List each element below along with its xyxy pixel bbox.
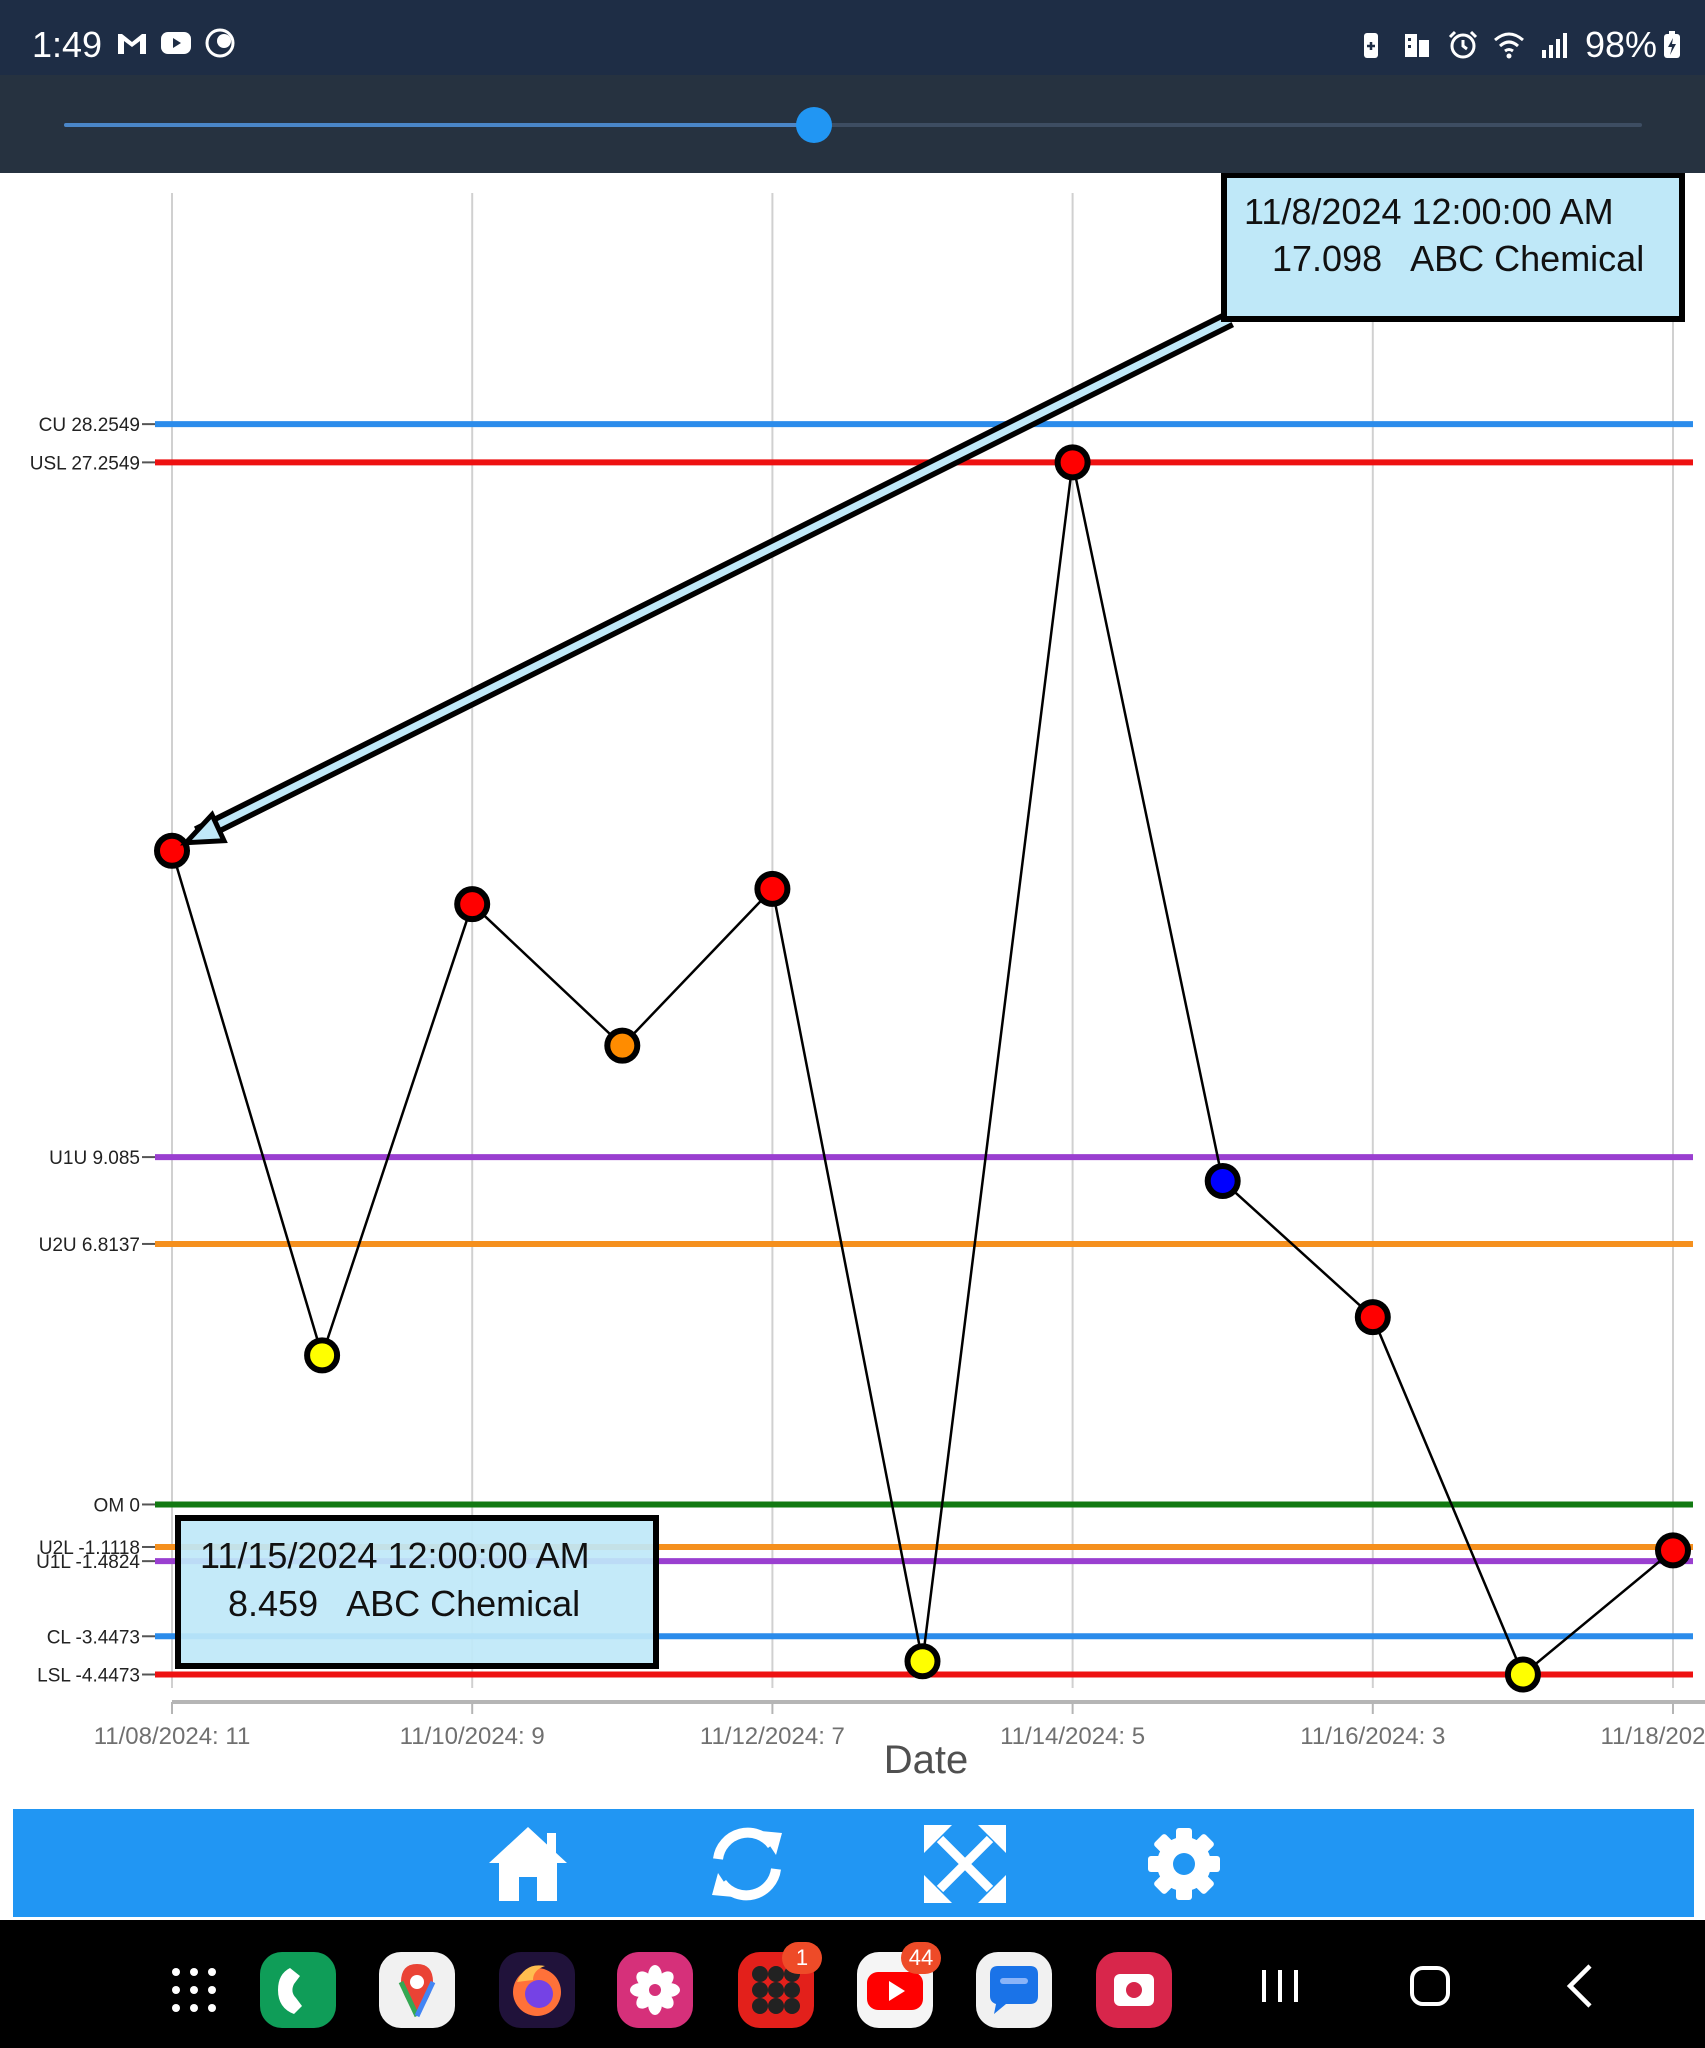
firefox-app-icon [513,1965,561,2016]
messages-app-button[interactable] [976,1952,1052,2028]
data-point[interactable] [904,1643,941,1680]
flower-app-button[interactable] [617,1952,693,2028]
tooltip-date: 11/8/2024 12:00:00 AM [1244,191,1614,232]
tooltip-arrow-head [179,810,228,846]
status-bar: 1:49 98% [0,0,1705,75]
crunchyroll-icon [205,28,235,58]
folder-app-icon [752,1966,800,2014]
home-nav-button[interactable] [1400,1956,1460,2016]
alarm-icon [1448,30,1477,59]
back-button[interactable] [1552,1956,1612,2016]
data-point[interactable] [1054,444,1091,481]
work-profile-icon [1404,34,1429,57]
battery-charging-icon [1664,31,1680,58]
data-point[interactable] [1504,1656,1541,1693]
refresh-button[interactable] [704,1823,790,1905]
slider-bar [0,75,1705,173]
settings-icon [1148,1828,1220,1900]
fullscreen-button[interactable] [922,1823,1008,1905]
gmail-icon [118,34,146,54]
control-line-label: LSL -4.4473 [37,1666,140,1687]
data-point[interactable] [604,1027,641,1064]
firefox-app-button[interactable] [499,1952,575,2028]
folder-app-button[interactable]: 1 [738,1942,822,2028]
control-line-label: CU 28.2549 [39,415,140,436]
folder-badge: 1 [782,1942,822,1974]
data-point[interactable] [154,832,190,869]
control-line-label: U1U 9.085 [49,1148,140,1169]
back-icon [1566,1964,1592,2008]
nav-bar: 1 44 [0,1920,1705,2048]
recents-button[interactable] [1250,1956,1310,2016]
screen-recorder-app-icon [1114,1974,1154,2006]
data-point[interactable] [754,870,791,907]
screen-recorder-app-button[interactable] [1096,1952,1172,2028]
x-axis-title: Date [884,1738,969,1782]
expand-icon [924,1825,1006,1903]
control-line-label: OM 0 [94,1495,140,1516]
x-tick-label: 11/08/2024: 11 [94,1723,251,1750]
battery-percent: 98% [1584,24,1657,65]
bottom-toolbar [13,1809,1694,1917]
x-tick-label: 11/14/2024: 5 [1000,1723,1145,1750]
chart-area: 11/08/2024: 11 11/10/2024: 9 11/12/2024: 7… [0,173,1705,1795]
data-point[interactable] [454,886,491,923]
control-line-label: CL -3.4473 [47,1627,140,1648]
data-point[interactable] [304,1337,341,1374]
youtube-app-button[interactable]: 44 [857,1942,941,2028]
x-tick-label: 11/10/2024: 9 [400,1723,545,1750]
control-line-label: U2U 6.8137 [39,1235,140,1256]
flower-app-icon [630,1965,680,2015]
home-button[interactable] [485,1823,571,1905]
data-point[interactable] [1204,1163,1241,1200]
control-chart[interactable]: 11/08/2024: 11 11/10/2024: 9 11/12/2024: 7… [0,173,1705,1795]
series-line [170,462,1674,1677]
maps-app-icon [398,1964,436,2018]
youtube-badge: 44 [901,1942,941,1974]
slider-thumb[interactable] [795,107,832,143]
cellular-signal-icon [1541,33,1567,58]
home-nav-icon [1410,1966,1450,2006]
data-point[interactable] [1655,1532,1691,1569]
tooltip-date: 11/15/2024 12:00:00 AM [200,1535,590,1576]
settings-button[interactable] [1141,1823,1227,1905]
home-icon [489,1827,567,1901]
status-time: 1:49 [32,24,103,65]
data-point[interactable] [1354,1299,1391,1336]
tooltip-value: 8.459 ABC Chemical [228,1583,580,1624]
app-drawer-icon [172,1968,216,2012]
wifi-icon [1493,32,1524,59]
refresh-icon [712,1827,782,1901]
x-tick-label: 11/18/2024: 1 [1600,1723,1705,1750]
x-tick-label: 11/16/2024: 3 [1300,1723,1445,1750]
phone-app-icon [278,1968,302,2014]
battery-saver-icon [1363,33,1378,58]
recents-icon [1262,1970,1298,2002]
control-line-label: U1L -1.4824 [36,1552,140,1573]
tooltip-arrow-fill [196,315,1232,838]
youtube-app-icon [867,1972,923,2010]
app-drawer-button[interactable] [156,1952,232,2028]
tooltip-box [175,1515,659,1669]
youtube-icon [161,32,191,54]
date-range-slider[interactable] [64,107,1642,143]
control-line-label: USL 27.2549 [30,453,140,474]
control-line-label: U2L -1.1118 [39,1538,140,1559]
x-tick-label: 11/12/2024: 7 [700,1723,845,1750]
phone-app-button[interactable] [260,1952,336,2028]
tooltip-box [1221,173,1685,322]
slider-fill [64,123,814,127]
messages-app-icon [990,1966,1038,2014]
tooltip-value: 17.098 ABC Chemical [1272,238,1644,279]
maps-app-button[interactable] [379,1952,455,2028]
